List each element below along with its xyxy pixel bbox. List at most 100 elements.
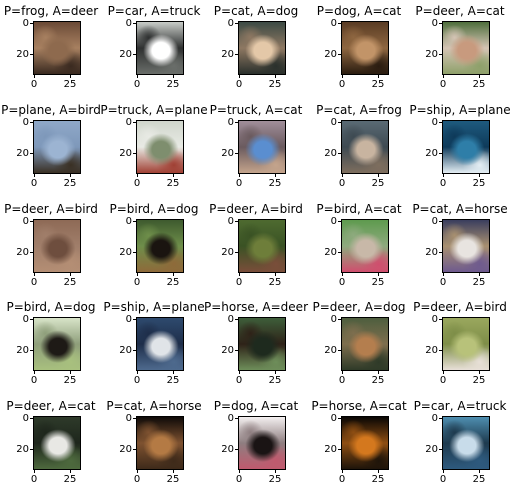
thumbnail-image xyxy=(34,121,80,173)
y-tick-label: 20 xyxy=(119,49,132,60)
y-tick-label: 20 xyxy=(324,148,337,159)
x-tick-mark xyxy=(137,371,138,374)
y-tick-mark xyxy=(30,252,33,253)
subplot-panel: P=plane, A=bird 0 20 0 25 xyxy=(1,103,101,193)
x-tick-label: 0 xyxy=(133,178,141,189)
thumbnail-image xyxy=(34,417,80,469)
y-tick-mark xyxy=(30,54,33,55)
x-tick-label: 0 xyxy=(133,79,141,90)
y-tick-label: 0 xyxy=(125,314,132,325)
y-tick-mark xyxy=(133,350,136,351)
x-tick-mark xyxy=(443,371,444,374)
x-tick-mark xyxy=(378,273,379,276)
x-tick-mark xyxy=(173,470,174,473)
x-tick-label: 0 xyxy=(133,474,141,485)
thumbnail-image xyxy=(342,22,388,74)
x-tick-label: 0 xyxy=(338,178,346,189)
subplot-title: P=cat, A=horse xyxy=(106,399,202,413)
subplot-panel: P=cat, A=horse 0 20 0 25 xyxy=(410,202,510,292)
y-tick-label: 20 xyxy=(324,444,337,455)
subplot-panel: P=deer, A=cat 0 20 0 25 xyxy=(410,4,510,94)
subplot-title: P=cat, A=frog xyxy=(316,103,402,117)
y-tick-mark xyxy=(133,418,136,419)
x-tick-mark xyxy=(173,174,174,177)
y-tick-label: 20 xyxy=(425,345,438,356)
thumbnail-image xyxy=(137,220,183,272)
y-tick-mark xyxy=(439,319,442,320)
x-tick-label: 25 xyxy=(472,375,486,386)
x-tick-label: 25 xyxy=(268,79,282,90)
x-tick-mark xyxy=(342,273,343,276)
image-axes xyxy=(238,120,286,174)
y-tick-label: 0 xyxy=(22,413,29,424)
subplot-title: P=bird, A=cat xyxy=(316,202,402,216)
y-tick-mark xyxy=(338,221,341,222)
subplot-title: P=deer, A=bird xyxy=(209,202,303,216)
image-axes xyxy=(33,219,81,273)
subplot-panel: P=deer, A=bird 0 20 0 25 xyxy=(410,300,510,390)
x-tick-mark xyxy=(70,470,71,473)
image-axes xyxy=(341,120,389,174)
x-tick-mark xyxy=(479,174,480,177)
x-tick-label: 25 xyxy=(63,277,77,288)
y-tick-label: 0 xyxy=(431,314,438,325)
image-axes xyxy=(442,219,490,273)
subplot-title: P=cat, A=dog xyxy=(213,4,299,18)
x-tick-label: 0 xyxy=(30,79,38,90)
subplot-panel: P=bird, A=dog 0 20 0 25 xyxy=(1,300,101,390)
subplot-title: P=deer, A=dog xyxy=(312,300,406,314)
x-tick-mark xyxy=(443,75,444,78)
x-tick-label: 0 xyxy=(235,178,243,189)
x-tick-mark xyxy=(137,75,138,78)
subplot-panel: P=truck, A=plane 0 20 0 25 xyxy=(100,103,207,193)
y-tick-mark xyxy=(30,122,33,123)
x-tick-mark xyxy=(70,371,71,374)
x-tick-mark xyxy=(443,470,444,473)
x-tick-label: 0 xyxy=(338,375,346,386)
subplot-title: P=bird, A=dog xyxy=(6,300,96,314)
y-tick-mark xyxy=(235,54,238,55)
y-tick-mark xyxy=(30,23,33,24)
x-tick-label: 25 xyxy=(63,178,77,189)
x-tick-mark xyxy=(342,371,343,374)
thumbnail-image xyxy=(239,318,285,370)
x-tick-mark xyxy=(479,470,480,473)
x-tick-mark xyxy=(137,470,138,473)
subplot-title: P=bird, A=dog xyxy=(109,202,199,216)
subplot-panel: P=cat, A=horse 0 20 0 25 xyxy=(104,399,204,489)
x-tick-label: 25 xyxy=(166,79,180,90)
x-tick-label: 25 xyxy=(371,178,385,189)
y-tick-mark xyxy=(338,122,341,123)
x-tick-mark xyxy=(70,75,71,78)
x-tick-label: 25 xyxy=(268,375,282,386)
y-tick-mark xyxy=(338,153,341,154)
y-tick-mark xyxy=(133,221,136,222)
y-tick-mark xyxy=(338,54,341,55)
image-axes xyxy=(136,219,184,273)
subplot-title: P=horse, A=deer xyxy=(203,300,308,314)
x-tick-label: 25 xyxy=(166,277,180,288)
subplot-title: P=car, A=truck xyxy=(413,399,507,413)
y-tick-label: 0 xyxy=(125,18,132,29)
subplot-title: P=cat, A=horse xyxy=(412,202,508,216)
y-tick-mark xyxy=(235,252,238,253)
x-tick-mark xyxy=(378,75,379,78)
y-tick-label: 0 xyxy=(22,216,29,227)
y-tick-mark xyxy=(338,418,341,419)
image-axes xyxy=(238,317,286,371)
y-tick-label: 20 xyxy=(425,247,438,258)
x-tick-label: 0 xyxy=(235,474,243,485)
image-axes xyxy=(442,120,490,174)
x-tick-mark xyxy=(34,75,35,78)
y-tick-mark xyxy=(338,252,341,253)
x-tick-label: 25 xyxy=(371,474,385,485)
y-tick-label: 0 xyxy=(330,314,337,325)
image-axes xyxy=(341,219,389,273)
subplot-title: P=ship, A=plane xyxy=(103,300,205,314)
y-tick-label: 20 xyxy=(119,444,132,455)
subplot-panel: P=deer, A=bird 0 20 0 25 xyxy=(1,202,101,292)
y-tick-label: 20 xyxy=(324,247,337,258)
x-tick-mark xyxy=(342,75,343,78)
y-tick-mark xyxy=(133,319,136,320)
y-tick-label: 20 xyxy=(119,345,132,356)
